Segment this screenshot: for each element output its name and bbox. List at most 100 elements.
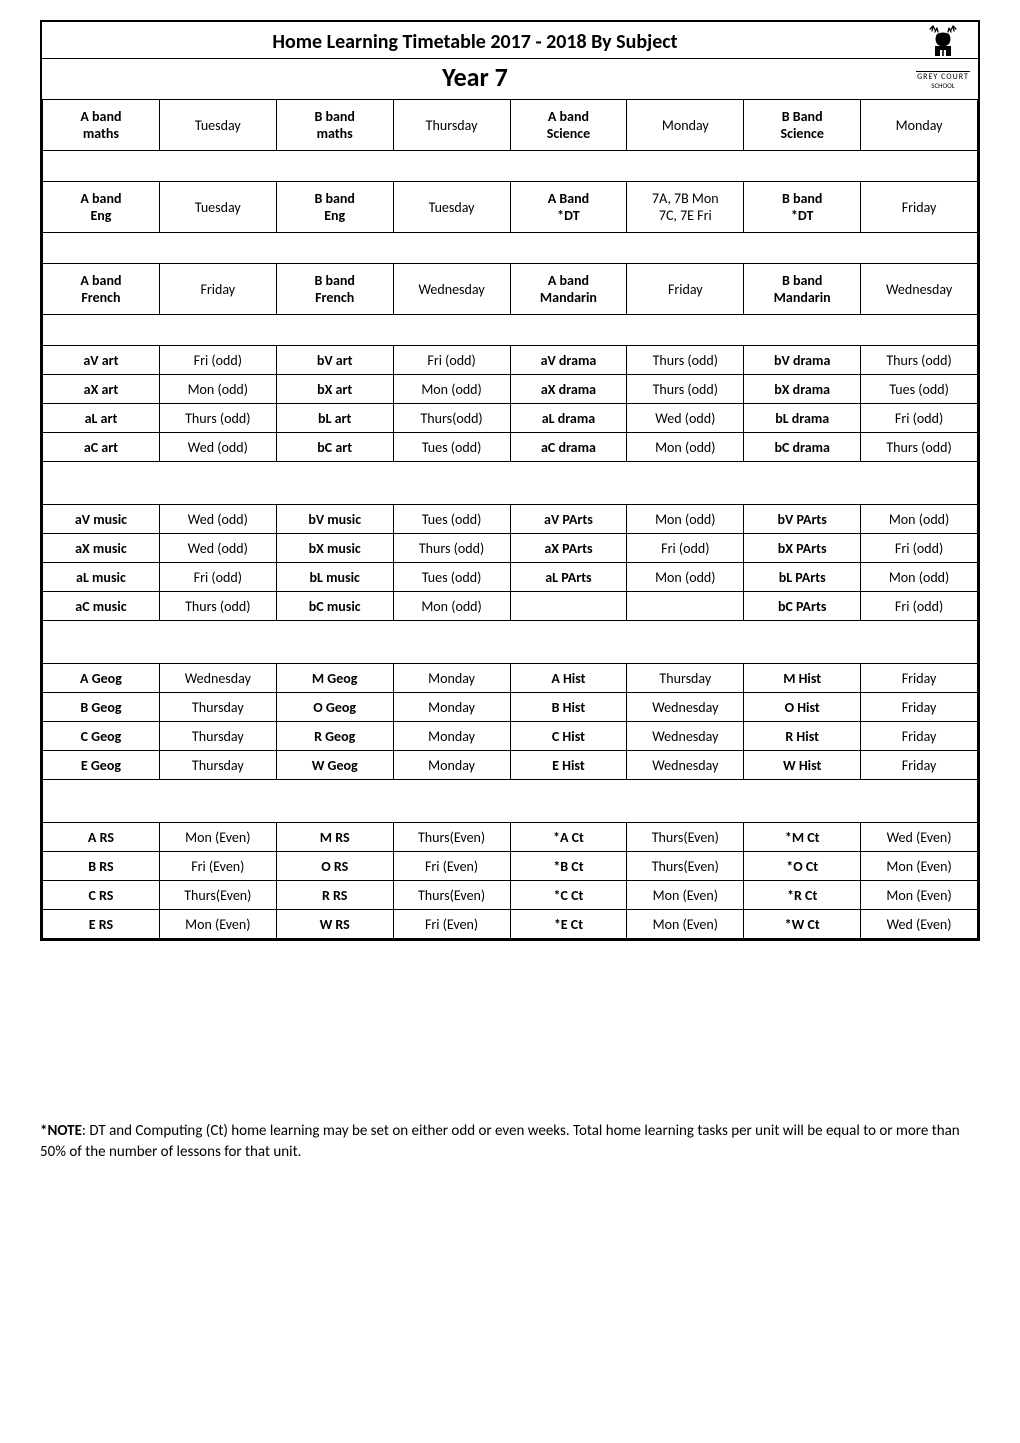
table-cell: aL drama — [510, 404, 627, 433]
table-cell: A bandEng — [43, 182, 160, 233]
table-cell: bC music — [276, 592, 393, 621]
table-cell: R RS — [276, 881, 393, 910]
table-cell: Thurs (odd) — [159, 404, 276, 433]
table-cell: Tuesday — [159, 100, 276, 151]
table-cell: C Hist — [510, 722, 627, 751]
table-cell: B Hist — [510, 693, 627, 722]
table-cell: aX music — [43, 534, 160, 563]
table-cell: bX music — [276, 534, 393, 563]
table-cell: E Hist — [510, 751, 627, 780]
table-cell: bV drama — [744, 346, 861, 375]
table-cell: B Geog — [43, 693, 160, 722]
table-cell: Wednesday — [393, 264, 510, 315]
table-cell: Thurs(Even) — [159, 881, 276, 910]
table-cell: Fri (odd) — [159, 346, 276, 375]
table-cell: Wed (odd) — [159, 433, 276, 462]
table-cell: R Hist — [744, 722, 861, 751]
table-cell: aV music — [43, 505, 160, 534]
table-cell: Fri (Even) — [393, 852, 510, 881]
table-cell: aL art — [43, 404, 160, 433]
table-cell — [43, 315, 978, 346]
table-cell: bV music — [276, 505, 393, 534]
table-cell: bX drama — [744, 375, 861, 404]
table-cell: Fri (Even) — [393, 910, 510, 939]
table-cell: Thurs (odd) — [861, 346, 978, 375]
table-cell: aC music — [43, 592, 160, 621]
table-cell: Mon (odd) — [393, 375, 510, 404]
table-cell: Thursday — [627, 664, 744, 693]
table-cell — [43, 233, 978, 264]
table-cell: Wednesday — [159, 664, 276, 693]
table-cell: Fri (odd) — [861, 534, 978, 563]
table-cell: Mon (Even) — [627, 881, 744, 910]
table-cell: *B Ct — [510, 852, 627, 881]
table-cell: W RS — [276, 910, 393, 939]
table-cell: Thursday — [159, 722, 276, 751]
table-cell: Friday — [861, 751, 978, 780]
table-cell: M Hist — [744, 664, 861, 693]
table-cell: aX drama — [510, 375, 627, 404]
table-cell: Mon (odd) — [159, 375, 276, 404]
table-cell: B bandMandarin — [744, 264, 861, 315]
table-cell: Wednesday — [627, 693, 744, 722]
table-cell: Friday — [861, 693, 978, 722]
table-cell: aL PArts — [510, 563, 627, 592]
table-cell: aX art — [43, 375, 160, 404]
table-cell: Thurs(odd) — [393, 404, 510, 433]
table-cell: A bandmaths — [43, 100, 160, 151]
table-row — [43, 233, 978, 264]
table-cell: A bandScience — [510, 100, 627, 151]
table-cell: Fri (odd) — [159, 563, 276, 592]
table-cell: Mon (Even) — [861, 881, 978, 910]
table-cell: Tues (odd) — [861, 375, 978, 404]
table-row: aC artWed (odd)bC artTues (odd)aC dramaM… — [43, 433, 978, 462]
table-row: aV musicWed (odd)bV musicTues (odd)aV PA… — [43, 505, 978, 534]
deer-icon — [923, 24, 963, 58]
table-cell: Monday — [627, 100, 744, 151]
table-cell: A Hist — [510, 664, 627, 693]
table-row: aC musicThurs (odd)bC musicMon (odd)bC P… — [43, 592, 978, 621]
table-row: A bandmathsTuesdayB bandmathsThursdayA b… — [43, 100, 978, 151]
table-cell: Thurs(Even) — [393, 823, 510, 852]
table-cell: Mon (odd) — [393, 592, 510, 621]
table-cell: Friday — [861, 182, 978, 233]
table-cell: Thurs (odd) — [861, 433, 978, 462]
table-cell: *E Ct — [510, 910, 627, 939]
table-cell: *M Ct — [744, 823, 861, 852]
table-cell: Wed (odd) — [159, 534, 276, 563]
timetable-container: Home Learning Timetable 2017 - 2018 By S… — [40, 20, 980, 941]
note-label: *NOTE — [40, 1122, 82, 1140]
table-cell: Mon (Even) — [159, 823, 276, 852]
table-cell: Thurs (odd) — [627, 375, 744, 404]
table-cell: O RS — [276, 852, 393, 881]
table-cell: R Geog — [276, 722, 393, 751]
table-cell: A bandFrench — [43, 264, 160, 315]
table-cell: Wednesday — [627, 751, 744, 780]
table-cell — [43, 151, 978, 182]
table-cell: 7A, 7B Mon7C, 7E Fri — [627, 182, 744, 233]
table-cell: Monday — [393, 751, 510, 780]
table-cell: Friday — [159, 264, 276, 315]
table-cell: Wed (odd) — [627, 404, 744, 433]
table-row: aX musicWed (odd)bX musicThurs (odd)aX P… — [43, 534, 978, 563]
table-cell: bC PArts — [744, 592, 861, 621]
table-cell: Thursday — [393, 100, 510, 151]
table-cell: W Hist — [744, 751, 861, 780]
table-cell: Fri (Even) — [159, 852, 276, 881]
table-cell: Mon (odd) — [627, 563, 744, 592]
table-cell: O Hist — [744, 693, 861, 722]
page-title: Home Learning Timetable 2017 - 2018 By S… — [42, 26, 908, 54]
table-row: A bandFrenchFridayB bandFrenchWednesdayA… — [43, 264, 978, 315]
table-cell: A Geog — [43, 664, 160, 693]
table-cell: Mon (Even) — [861, 852, 978, 881]
table-cell: A RS — [43, 823, 160, 852]
table-cell: Thurs(Even) — [627, 823, 744, 852]
table-cell: A bandMandarin — [510, 264, 627, 315]
table-cell: Monday — [393, 664, 510, 693]
table-cell: aL music — [43, 563, 160, 592]
table-cell: aV drama — [510, 346, 627, 375]
table-row — [43, 151, 978, 182]
table-cell — [43, 780, 978, 823]
table-row: E GeogThursdayW GeogMondayE HistWednesda… — [43, 751, 978, 780]
table-cell: Tues (odd) — [393, 505, 510, 534]
